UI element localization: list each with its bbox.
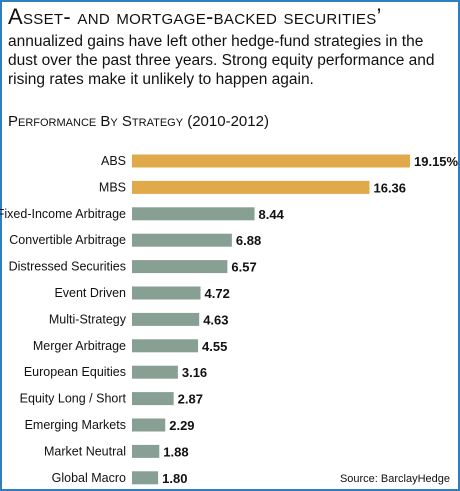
chart-intro-text: annualized gains have left other hedge-f… (8, 33, 435, 88)
category-label-distressed-securities: Distressed Securities (9, 260, 126, 274)
bar-global-macro (132, 471, 159, 485)
category-label-convertible-arbitrage: Convertible Arbitrage (9, 233, 126, 247)
bar-market-neutral (132, 444, 160, 458)
value-label-fixed-income-arbitrage: 8.44 (259, 207, 285, 222)
bar-merger-arbitrage (132, 339, 199, 353)
category-label-event-driven: Event Driven (54, 286, 126, 300)
value-label-emerging-markets: 2.29 (169, 418, 194, 433)
value-label-market-neutral: 1.88 (163, 444, 188, 459)
chart-headline: Asset- and mortgage-backed securities’ (8, 4, 382, 29)
bar-abs (132, 154, 410, 168)
category-label-merger-arbitrage: Merger Arbitrage (33, 339, 126, 353)
value-label-distressed-securities: 6.57 (231, 260, 256, 275)
category-label-emerging-markets: Emerging Markets (25, 418, 126, 432)
chart-title: Performance By Strategy (2010-2012) (8, 113, 269, 130)
category-label-fixed-income-arbitrage: Fixed-Income Arbitrage (0, 207, 126, 221)
bar-emerging-markets (132, 418, 166, 432)
bar-mbs (132, 180, 370, 194)
category-label-market-neutral: Market Neutral (44, 444, 126, 458)
bar-distressed-securities (132, 260, 228, 274)
value-label-european-equities: 3.16 (182, 365, 207, 380)
bar-equity-long-short (132, 392, 174, 406)
bar-multi-strategy (132, 312, 200, 326)
category-label-multi-strategy: Multi-Strategy (49, 312, 127, 326)
category-label-european-equities: European Equities (24, 365, 126, 379)
category-label-equity-long-short: Equity Long / Short (20, 392, 127, 406)
bar-event-driven (132, 286, 201, 300)
value-label-multi-strategy: 4.63 (203, 312, 228, 327)
category-label-mbs: MBS (99, 180, 126, 194)
source-note: Source: BarclayHedge (339, 473, 450, 485)
category-label-global-macro: Global Macro (52, 471, 126, 485)
category-label-abs: ABS (101, 154, 126, 168)
value-label-convertible-arbitrage: 6.88 (236, 233, 261, 248)
value-label-abs: 19.15% (414, 154, 459, 169)
value-label-equity-long-short: 2.87 (178, 392, 203, 407)
value-label-global-macro: 1.80 (162, 471, 187, 486)
value-label-merger-arbitrage: 4.55 (202, 339, 227, 354)
bar-fixed-income-arbitrage (132, 207, 255, 221)
value-label-event-driven: 4.72 (205, 286, 230, 301)
bar-convertible-arbitrage (132, 233, 232, 247)
bar-european-equities (132, 365, 178, 379)
value-label-mbs: 16.36 (373, 180, 406, 195)
